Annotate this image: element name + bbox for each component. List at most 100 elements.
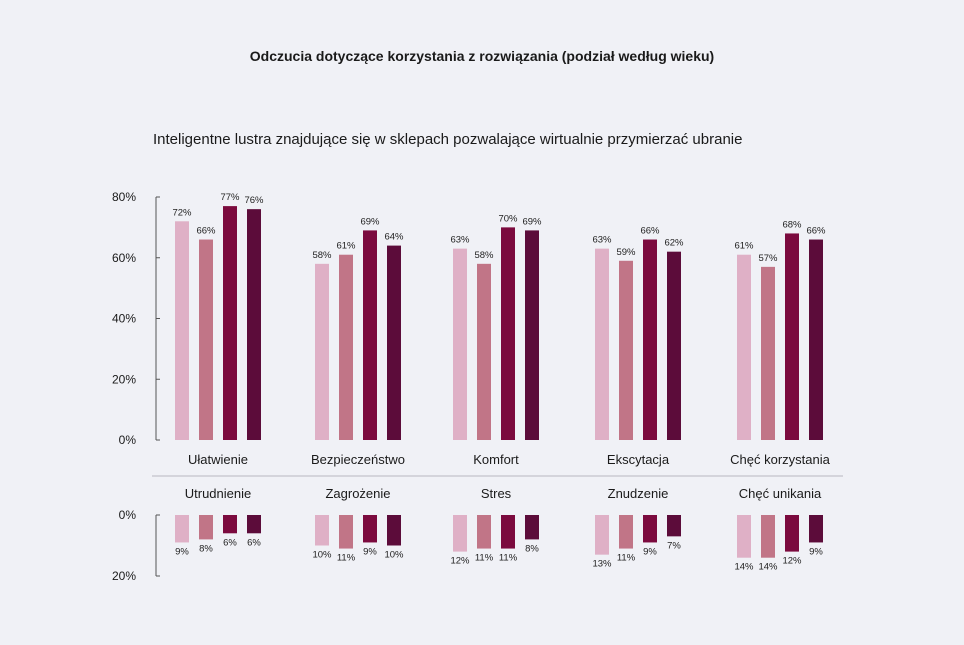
bar [247,515,261,534]
data-label: 8% [525,543,539,554]
data-label: 13% [592,559,612,570]
category-label: Utrudnienie [185,486,252,501]
data-label: 68% [782,219,802,230]
data-label: 66% [806,226,826,237]
category-label: Chęć korzystania [730,452,830,467]
bar [363,515,377,543]
data-label: 9% [643,546,657,557]
data-label: 64% [384,232,404,243]
y-tick-label: 20% [112,372,136,386]
data-label: 6% [223,537,237,548]
bar [809,239,823,440]
data-label: 9% [363,546,377,557]
negative-feelings-chart: 0% 20% Utrudnienie 9% 8% 6% 6% Zagrożenie 10% 11%… [112,486,823,583]
data-label: 12% [782,556,802,567]
bar [315,515,329,546]
data-label: 6% [247,537,261,548]
bar [785,515,799,552]
category-label: Zagrożenie [325,486,390,501]
bar [175,221,189,440]
data-label: 70% [498,213,518,224]
y-tick-label: 60% [112,251,136,265]
data-label: 63% [450,235,470,246]
bar [247,209,261,440]
bar [387,515,401,546]
bar [363,230,377,440]
data-label: 61% [336,241,356,252]
bar [339,254,353,440]
y-tick-label: 0% [119,433,137,447]
bar [809,515,823,543]
data-label: 62% [664,238,684,249]
bar [339,515,353,549]
y-tick-label: 80% [112,190,136,204]
y-tick-label: 20% [112,569,136,583]
data-label: 11% [337,553,356,564]
bar [737,515,751,558]
bar [477,515,491,549]
category-label: Komfort [473,452,519,467]
bar [667,251,681,440]
data-label: 66% [640,226,660,237]
data-label: 11% [475,553,494,564]
bar [737,254,751,440]
data-label: 14% [734,562,754,573]
data-label: 9% [809,546,823,557]
category-label: Znudzenie [608,486,669,501]
data-label: 63% [592,235,612,246]
data-label: 59% [616,247,636,258]
data-label: 66% [196,226,216,237]
data-label: 10% [384,550,404,561]
bar [453,248,467,440]
bar [501,227,515,440]
bar [643,515,657,543]
bar [785,233,799,440]
bar [525,515,539,540]
bar [643,239,657,440]
data-label: 10% [312,550,332,561]
bar [387,245,401,440]
bar [453,515,467,552]
bar [315,263,329,440]
bar [477,263,491,440]
y-tick-label: 40% [112,312,136,326]
bar [223,515,237,534]
category-label: Ułatwienie [188,452,248,467]
y-tick-label: 0% [119,508,137,522]
bar [199,515,213,540]
data-label: 77% [220,192,240,203]
data-label: 69% [522,216,542,227]
chart-subtitle: Inteligentne lustra znajdujące się w skl… [153,131,743,148]
chart-title: Odczucia dotyczące korzystania z rozwiąz… [249,48,715,64]
data-label: 7% [667,540,681,551]
data-label: 76% [244,195,264,206]
data-label: 9% [175,546,189,557]
bar [199,239,213,440]
bar [761,266,775,440]
bar [501,515,515,549]
bar [761,515,775,558]
bar [175,515,189,543]
bar [525,230,539,440]
data-label: 58% [312,250,332,261]
data-label: 12% [450,556,470,567]
data-label: 14% [758,562,778,573]
data-label: 11% [499,553,518,564]
bar [619,515,633,549]
bar [619,260,633,440]
data-label: 69% [360,216,380,227]
category-label: Bezpieczeństwo [311,452,405,467]
bar [223,206,237,440]
data-label: 11% [617,553,636,564]
data-label: 8% [199,543,213,554]
category-label: Ekscytacja [607,452,670,467]
category-label: Stres [481,486,512,501]
positive-feelings-chart: 0% 20% 40% 60% 80% 72% 66% 77% 76% Ułatwienie 58% 6… [112,190,831,467]
bar [667,515,681,537]
category-label: Chęć unikania [739,486,822,501]
data-label: 57% [758,253,778,264]
data-label: 72% [172,207,192,218]
bar [595,248,609,440]
data-label: 58% [474,250,494,261]
